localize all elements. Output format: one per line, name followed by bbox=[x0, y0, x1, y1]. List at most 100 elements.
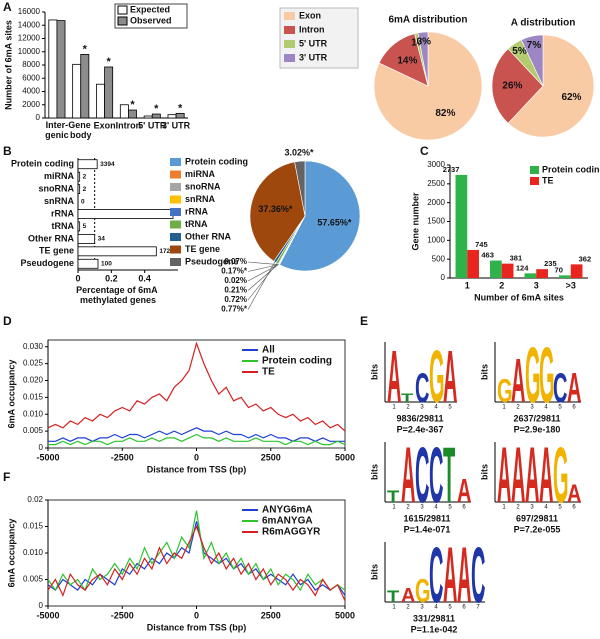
x-tick-label: -2500 bbox=[111, 452, 134, 462]
y-tick-label: 0 bbox=[441, 273, 446, 282]
logo-letter: A bbox=[511, 432, 525, 520]
legend-swatch bbox=[284, 26, 295, 34]
x-tick-label: Exon bbox=[94, 120, 116, 130]
leader-line bbox=[247, 263, 278, 301]
logo-y-label: bits bbox=[369, 364, 379, 380]
legend-label: All bbox=[262, 345, 275, 356]
logo-letter: G bbox=[539, 332, 555, 420]
motif-pvalue: P=1.4e-071 bbox=[404, 524, 451, 534]
logo-position: 3 bbox=[530, 405, 534, 411]
count-label: 2 bbox=[83, 186, 87, 193]
x-tick-label: 1 bbox=[465, 280, 470, 290]
slice-label: 57.65%* bbox=[317, 218, 352, 228]
logo-letter: A bbox=[457, 532, 471, 620]
bar bbox=[77, 258, 99, 269]
slice-label: 1% bbox=[411, 37, 426, 48]
logo-position: 3 bbox=[530, 505, 534, 511]
bar bbox=[77, 171, 81, 182]
leader-line bbox=[247, 264, 279, 282]
slice-label: 62% bbox=[561, 92, 581, 103]
logo-letter: A bbox=[443, 335, 457, 418]
x-tick-label: -5000 bbox=[36, 452, 59, 462]
x-tick-label: 3' UTR bbox=[162, 120, 191, 130]
x-tick-label: Intron bbox=[116, 120, 142, 130]
logo-position: 3 bbox=[420, 605, 424, 611]
slice-label: 0.72% bbox=[224, 295, 247, 304]
logo-letter: A bbox=[567, 365, 581, 411]
motif-count: 331/29811 bbox=[413, 613, 455, 623]
logo-letter: T bbox=[387, 587, 400, 606]
bar bbox=[77, 246, 157, 257]
logo-position: 1 bbox=[392, 505, 396, 511]
value-label: 463 bbox=[481, 251, 494, 260]
motif-pvalue: P=7.2e-055 bbox=[514, 524, 561, 534]
legend-label: Observed bbox=[130, 15, 172, 25]
legend-swatch bbox=[170, 258, 181, 266]
y-tick-label: 0.020 bbox=[23, 376, 44, 385]
bar bbox=[501, 263, 514, 278]
series-line bbox=[47, 524, 346, 601]
logo-letter: A bbox=[567, 480, 581, 508]
slice-label: 82% bbox=[435, 108, 455, 119]
legend-swatch bbox=[170, 170, 181, 179]
category-label: miRNA bbox=[44, 171, 75, 181]
value-label: 2737 bbox=[443, 165, 460, 174]
pie-title: A distribution bbox=[511, 18, 576, 29]
motif-pvalue: P=1.1e-042 bbox=[411, 624, 458, 634]
legend-swatch bbox=[117, 5, 128, 15]
x-tick-label: 0.4 bbox=[138, 273, 151, 283]
logo-position: 7 bbox=[476, 605, 480, 611]
y-tick-label: 0.030 bbox=[23, 342, 44, 351]
y-tick-label: 4000 bbox=[22, 87, 40, 96]
motif-count: 2637/29811 bbox=[513, 413, 560, 423]
slice-label: 0.17%* bbox=[221, 267, 248, 276]
pie-slice bbox=[279, 160, 361, 272]
y-tick-label: 2500 bbox=[427, 179, 445, 188]
y-tick-label: 8000 bbox=[22, 60, 40, 69]
logo-position: 2 bbox=[516, 505, 520, 511]
x-tick-label: 0 bbox=[75, 273, 80, 283]
motif-pvalue: P=2.9e-180 bbox=[514, 424, 561, 434]
category-label: tRNA bbox=[52, 221, 75, 231]
y-axis-label: Number of 6mA sites bbox=[3, 20, 13, 110]
logo-letter: A bbox=[387, 335, 401, 418]
logo-position: 5 bbox=[558, 405, 562, 411]
panel-label: F bbox=[3, 470, 10, 484]
bar bbox=[77, 184, 81, 195]
logo-letter: G bbox=[415, 572, 431, 610]
value-label: 70 bbox=[555, 265, 563, 274]
slice-label: 0.07% bbox=[224, 257, 247, 266]
logo-position: 4 bbox=[434, 605, 438, 611]
bar bbox=[455, 174, 468, 278]
logo-letter: C bbox=[429, 432, 443, 520]
legend-swatch bbox=[170, 183, 181, 191]
x-tick-label: -5000 bbox=[36, 610, 59, 620]
significance-mark: * bbox=[106, 56, 111, 68]
legend-label: 5' UTR bbox=[299, 38, 328, 48]
logo-letter: C bbox=[415, 432, 429, 520]
bar bbox=[167, 114, 177, 119]
logo-position: 1 bbox=[502, 405, 506, 411]
count-label: 5 bbox=[83, 223, 87, 230]
pie-slice bbox=[417, 31, 429, 87]
x-axis-label: Distance from TSS (bp) bbox=[147, 464, 247, 474]
logo-position: 6 bbox=[572, 405, 576, 411]
legend-swatch bbox=[530, 166, 539, 174]
legend-label: Pseudogene bbox=[185, 256, 239, 266]
bar bbox=[77, 209, 174, 219]
count-label: 100 bbox=[101, 260, 112, 267]
y-axis-label: 6mA occupancy bbox=[6, 519, 16, 588]
x-tick-label: 5000 bbox=[335, 610, 355, 620]
value-label: 362 bbox=[579, 254, 592, 263]
legend-label: TE gene bbox=[185, 244, 220, 254]
logo-letter: C bbox=[553, 365, 567, 411]
bar bbox=[467, 249, 479, 278]
pie-title: 6mA distribution bbox=[388, 15, 467, 26]
bar bbox=[77, 221, 81, 232]
legend-label: rRNA bbox=[185, 206, 209, 216]
logo-position: 1 bbox=[392, 605, 396, 611]
significance-mark: * bbox=[130, 99, 135, 111]
logo-y-label: bits bbox=[369, 564, 379, 580]
y-tick-label: 0.015 bbox=[23, 392, 44, 401]
logo-letter: G bbox=[525, 332, 541, 420]
